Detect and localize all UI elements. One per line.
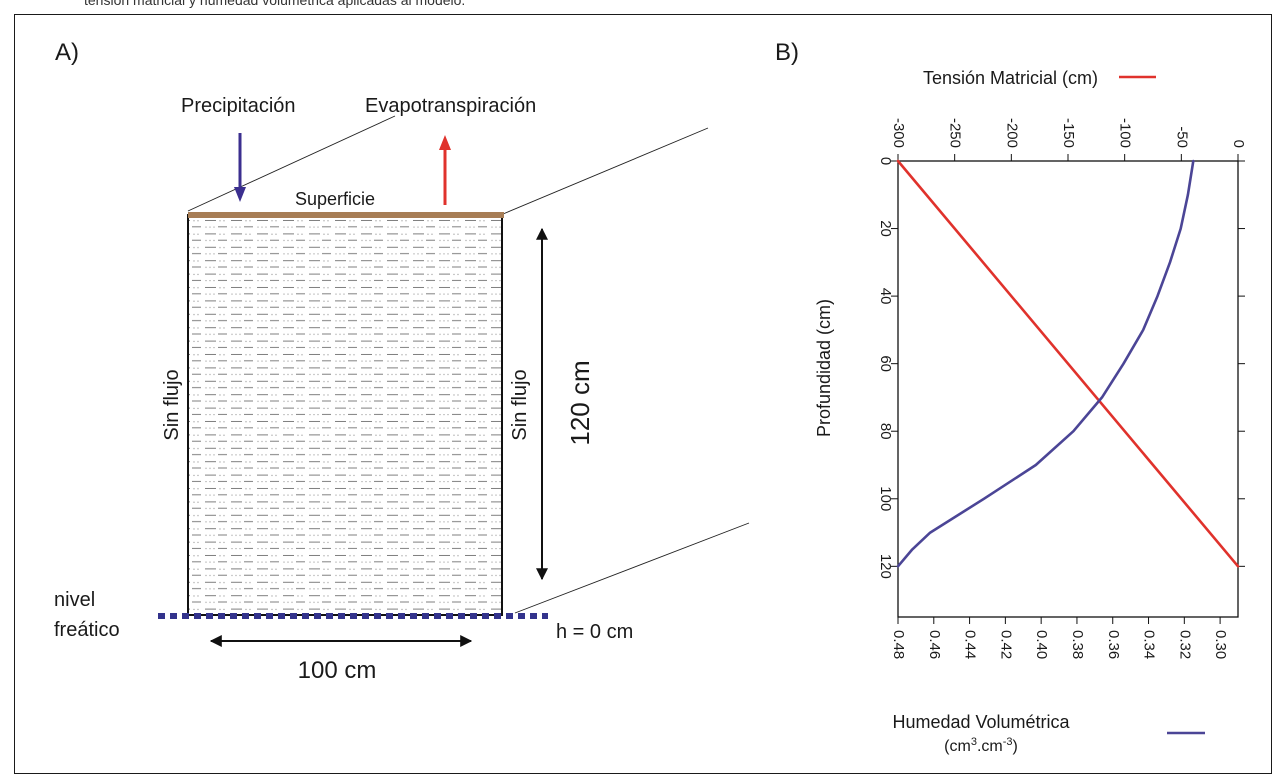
precipitation-label: Precipitación: [181, 95, 296, 117]
perspective-line-bottom-right: [514, 522, 750, 614]
bottom-axis-tick-label: 0.44: [962, 630, 979, 659]
panel-b: B) Tensión Matricial (cm) Humedad Volumé…: [775, 39, 1247, 755]
y-tick-label: 40: [877, 288, 894, 305]
bottom-axis-tick-label: 0.30: [1212, 630, 1229, 659]
perspective-line-top-left: [187, 115, 396, 212]
y-axis-label: Profundidad (cm): [814, 299, 834, 437]
bottom-axis-tick-label: 0.34: [1141, 630, 1158, 659]
plot-frame: [897, 160, 1239, 618]
no-flow-right-label: Sin flujo: [509, 369, 531, 440]
y-tick-label: 20: [877, 220, 894, 237]
moisture-series-line: [896, 159, 1195, 568]
figure-canvas: A) Precipitación Evapotranspiración Supe…: [54, 39, 1247, 755]
panel-b-label: B): [775, 39, 799, 66]
evapotranspiration-label: Evapotranspiración: [365, 95, 536, 117]
top-axis-tick-label: -300: [890, 118, 907, 148]
width-dimension-label: 100 cm: [298, 657, 377, 684]
moisture-legend-mid: .cm: [977, 738, 1003, 755]
surface-label: Superficie: [295, 189, 375, 209]
panel-a: A) Precipitación Evapotranspiración Supe…: [54, 39, 750, 684]
bottom-axis-tick-label: 0.46: [926, 630, 943, 659]
precipitation-arrow-head: [234, 187, 246, 202]
bottom-axis-tick-label: 0.32: [1176, 630, 1193, 659]
water-table-label-line1: nivel: [54, 589, 95, 611]
evapotranspiration-arrow-head: [439, 135, 451, 150]
bottom-axis-tick-label: 0.42: [997, 630, 1014, 659]
moisture-legend-line1: Humedad Volumétrica: [892, 712, 1070, 732]
y-tick-label: 100: [877, 486, 894, 511]
moisture-legend-sup1: 3: [971, 736, 977, 748]
moisture-legend-line2: (cm3.cm-3): [944, 736, 1018, 755]
y-tick-label: 60: [877, 355, 894, 372]
depth-dimension-label: 120 cm: [565, 360, 595, 445]
tension-series-line: [896, 159, 1240, 568]
bottom-axis-tick-label: 0.40: [1033, 630, 1050, 659]
top-axis-tick-label: -50: [1173, 126, 1190, 148]
panel-a-label: A): [55, 39, 79, 66]
y-tick-label: 80: [877, 423, 894, 440]
figure-frame: A) Precipitación Evapotranspiración Supe…: [14, 14, 1272, 774]
moisture-legend-sup2: -3: [1003, 736, 1013, 748]
perspective-line-top-right: [502, 127, 709, 215]
no-flow-left-label: Sin flujo: [161, 369, 183, 440]
top-axis-tick-label: -200: [1003, 118, 1020, 148]
top-axis-tick-label: -150: [1060, 118, 1077, 148]
top-axis-tick-label: -250: [947, 118, 964, 148]
y-tick-label: 120: [877, 554, 894, 579]
bottom-axis-tick-label: 0.38: [1069, 630, 1086, 659]
y-tick-label: 0: [877, 157, 894, 165]
chart-plot-area: 0 20 40 60 80 100 120 -300 -250 -200 -150 -100 -50 0 0…: [877, 118, 1247, 659]
moisture-legend-open: (cm: [944, 738, 971, 755]
bottom-axis-tick-label: 0.48: [890, 630, 907, 659]
water-table-label-line2: freático: [54, 619, 120, 641]
top-axis-tick-label: -100: [1117, 118, 1134, 148]
caption-fragment: tensión matricial y humedad volumétrica …: [84, 0, 466, 8]
tension-legend-label: Tensión Matricial (cm): [923, 68, 1098, 88]
top-axis-tick-label: 0: [1230, 140, 1247, 148]
soil-column: [187, 214, 503, 616]
boundary-condition-label: h = 0 cm: [556, 621, 633, 643]
moisture-legend-end: ): [1013, 738, 1018, 755]
bottom-axis-tick-label: 0.36: [1105, 630, 1122, 659]
